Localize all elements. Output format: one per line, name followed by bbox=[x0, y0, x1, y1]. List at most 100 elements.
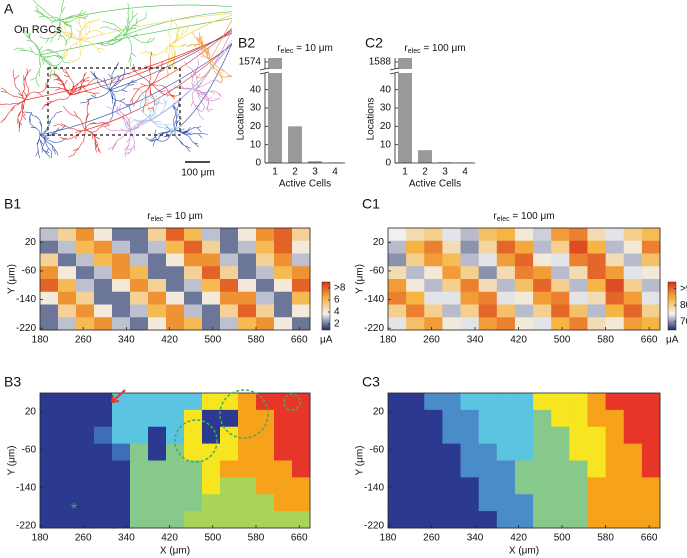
cell bbox=[478, 511, 498, 529]
x-tick-label: 4 bbox=[332, 167, 338, 178]
cell bbox=[623, 304, 643, 318]
cell bbox=[605, 240, 625, 254]
cell bbox=[496, 266, 516, 280]
cell bbox=[148, 409, 167, 428]
cell bbox=[514, 253, 534, 267]
cell bbox=[551, 409, 570, 428]
cell bbox=[424, 460, 443, 478]
x-tick-label: 340 bbox=[118, 533, 135, 544]
cell bbox=[202, 477, 221, 495]
cell bbox=[514, 279, 534, 293]
cell bbox=[424, 266, 443, 280]
cell bbox=[406, 511, 425, 529]
cell bbox=[587, 443, 606, 461]
cell bbox=[442, 443, 461, 461]
cell bbox=[605, 477, 625, 495]
plot-frame bbox=[39, 227, 311, 331]
x-tick-label: 340 bbox=[467, 335, 484, 346]
y-tick-label: -140 bbox=[364, 482, 384, 493]
cell bbox=[292, 240, 311, 254]
cell bbox=[478, 291, 498, 305]
cell bbox=[424, 511, 443, 529]
cell bbox=[605, 304, 625, 318]
cell bbox=[623, 253, 643, 267]
cell bbox=[388, 279, 407, 293]
y-tick-label: -140 bbox=[16, 482, 36, 493]
cell bbox=[388, 426, 407, 445]
cell bbox=[569, 511, 588, 529]
cell bbox=[388, 304, 407, 318]
cell bbox=[641, 460, 661, 478]
cell bbox=[424, 228, 443, 242]
cell bbox=[238, 304, 257, 318]
cell bbox=[587, 240, 606, 254]
cell bbox=[569, 304, 588, 318]
axon bbox=[84, 43, 232, 131]
x-tick-label: 340 bbox=[467, 533, 484, 544]
cell bbox=[112, 304, 131, 318]
dendrite bbox=[80, 62, 137, 121]
cell bbox=[274, 460, 293, 478]
bar bbox=[288, 126, 302, 163]
colorbar-tick-label: 4 bbox=[334, 307, 340, 318]
cell bbox=[112, 494, 131, 512]
cell bbox=[220, 291, 239, 305]
cell bbox=[478, 393, 498, 411]
cell bbox=[184, 409, 203, 428]
cell bbox=[220, 426, 239, 445]
cell bbox=[587, 393, 606, 411]
dendrite bbox=[41, 66, 100, 110]
cell bbox=[533, 228, 552, 242]
cell bbox=[58, 266, 77, 280]
colorbar-tick-label: 80 bbox=[680, 300, 687, 311]
cell bbox=[478, 279, 498, 293]
cell bbox=[388, 291, 407, 305]
cell bbox=[551, 291, 570, 305]
cell bbox=[551, 477, 570, 495]
cell bbox=[274, 279, 293, 293]
cell bbox=[460, 228, 480, 242]
cell bbox=[166, 304, 185, 318]
cell bbox=[569, 279, 588, 293]
cell bbox=[641, 228, 661, 242]
cell bbox=[623, 477, 643, 495]
cell bbox=[58, 228, 77, 242]
bar bbox=[398, 58, 412, 163]
colorbar-tick-label: 70 bbox=[680, 316, 687, 327]
cell bbox=[256, 426, 275, 445]
colorbar-tick-label: 6 bbox=[334, 295, 340, 306]
panel-label: B2 bbox=[238, 35, 255, 51]
dendrite bbox=[99, 104, 161, 158]
cell bbox=[130, 393, 149, 411]
cell bbox=[76, 460, 95, 478]
axon bbox=[169, 14, 232, 46]
cell bbox=[184, 228, 203, 242]
cell bbox=[514, 443, 534, 461]
cell bbox=[112, 279, 131, 293]
cell bbox=[533, 511, 552, 529]
cell bbox=[623, 393, 643, 411]
title-part: = 10 μm bbox=[293, 43, 332, 54]
colorbar-tick-label: >8 bbox=[334, 283, 346, 294]
cell bbox=[58, 240, 77, 254]
bar bbox=[418, 150, 432, 163]
cell bbox=[112, 443, 131, 461]
cell bbox=[406, 228, 425, 242]
axon bbox=[129, 43, 232, 131]
y-tick-label: 10 bbox=[380, 139, 392, 150]
cell bbox=[238, 477, 257, 495]
cell bbox=[76, 443, 95, 461]
cell bbox=[442, 494, 461, 512]
cell bbox=[94, 477, 113, 495]
cell bbox=[40, 304, 59, 318]
cell bbox=[533, 291, 552, 305]
cell bbox=[551, 393, 570, 411]
cell bbox=[551, 266, 570, 280]
cell bbox=[184, 443, 203, 461]
x-tick-label: 660 bbox=[291, 533, 308, 544]
colorbar-tick-label: >90 bbox=[680, 283, 687, 294]
cell bbox=[166, 291, 185, 305]
cell bbox=[406, 253, 425, 267]
cell bbox=[76, 511, 95, 529]
cell bbox=[406, 317, 425, 331]
